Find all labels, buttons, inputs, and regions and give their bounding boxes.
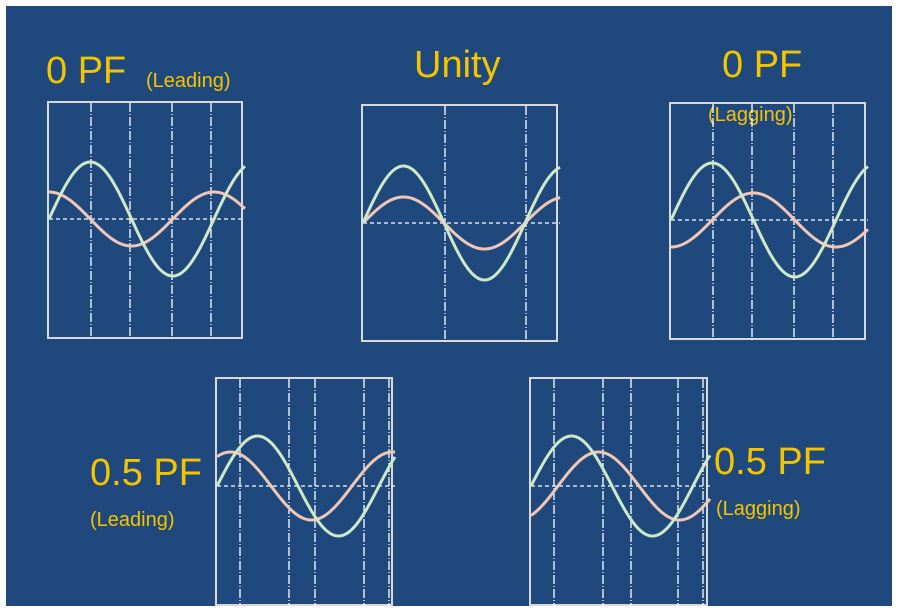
zero-pf-lagging-waveform bbox=[669, 104, 870, 342]
half-pf-lagging-waveform bbox=[529, 379, 712, 608]
unity-title: Unity bbox=[414, 44, 501, 86]
voltage-wave bbox=[361, 164, 561, 282]
zero-pf-lagging-subtitle: (Lagging) bbox=[708, 104, 793, 126]
slide-background bbox=[6, 6, 892, 606]
voltage-wave bbox=[47, 160, 246, 278]
half-pf-leading-subtitle: (Leading) bbox=[90, 509, 175, 531]
current-wave bbox=[530, 450, 712, 522]
zero-pf-lagging-title: 0 PF bbox=[722, 44, 803, 86]
voltage-wave bbox=[529, 434, 712, 538]
unity-waveform bbox=[361, 106, 561, 344]
half-pf-lagging-subtitle: (Lagging) bbox=[716, 498, 801, 520]
half-pf-leading-scope bbox=[215, 377, 397, 608]
half-pf-lagging-scope bbox=[529, 377, 712, 608]
current-wave bbox=[670, 191, 870, 249]
zero-pf-lagging-scope bbox=[669, 102, 870, 342]
unity-scope bbox=[361, 104, 561, 344]
half-pf-leading-title: 0.5 PF bbox=[90, 452, 202, 494]
zero-pf-leading-title: 0 PF bbox=[46, 50, 127, 92]
zero-pf-leading-subtitle: (Leading) bbox=[146, 70, 231, 92]
half-pf-leading-waveform bbox=[215, 379, 397, 608]
current-wave bbox=[216, 450, 396, 522]
zero-pf-leading-scope bbox=[47, 101, 247, 341]
voltage-wave bbox=[669, 161, 869, 279]
voltage-wave bbox=[215, 434, 397, 538]
half-pf-lagging-title: 0.5 PF bbox=[714, 441, 826, 483]
zero-pf-leading-waveform bbox=[47, 103, 247, 341]
current-wave bbox=[48, 190, 247, 248]
